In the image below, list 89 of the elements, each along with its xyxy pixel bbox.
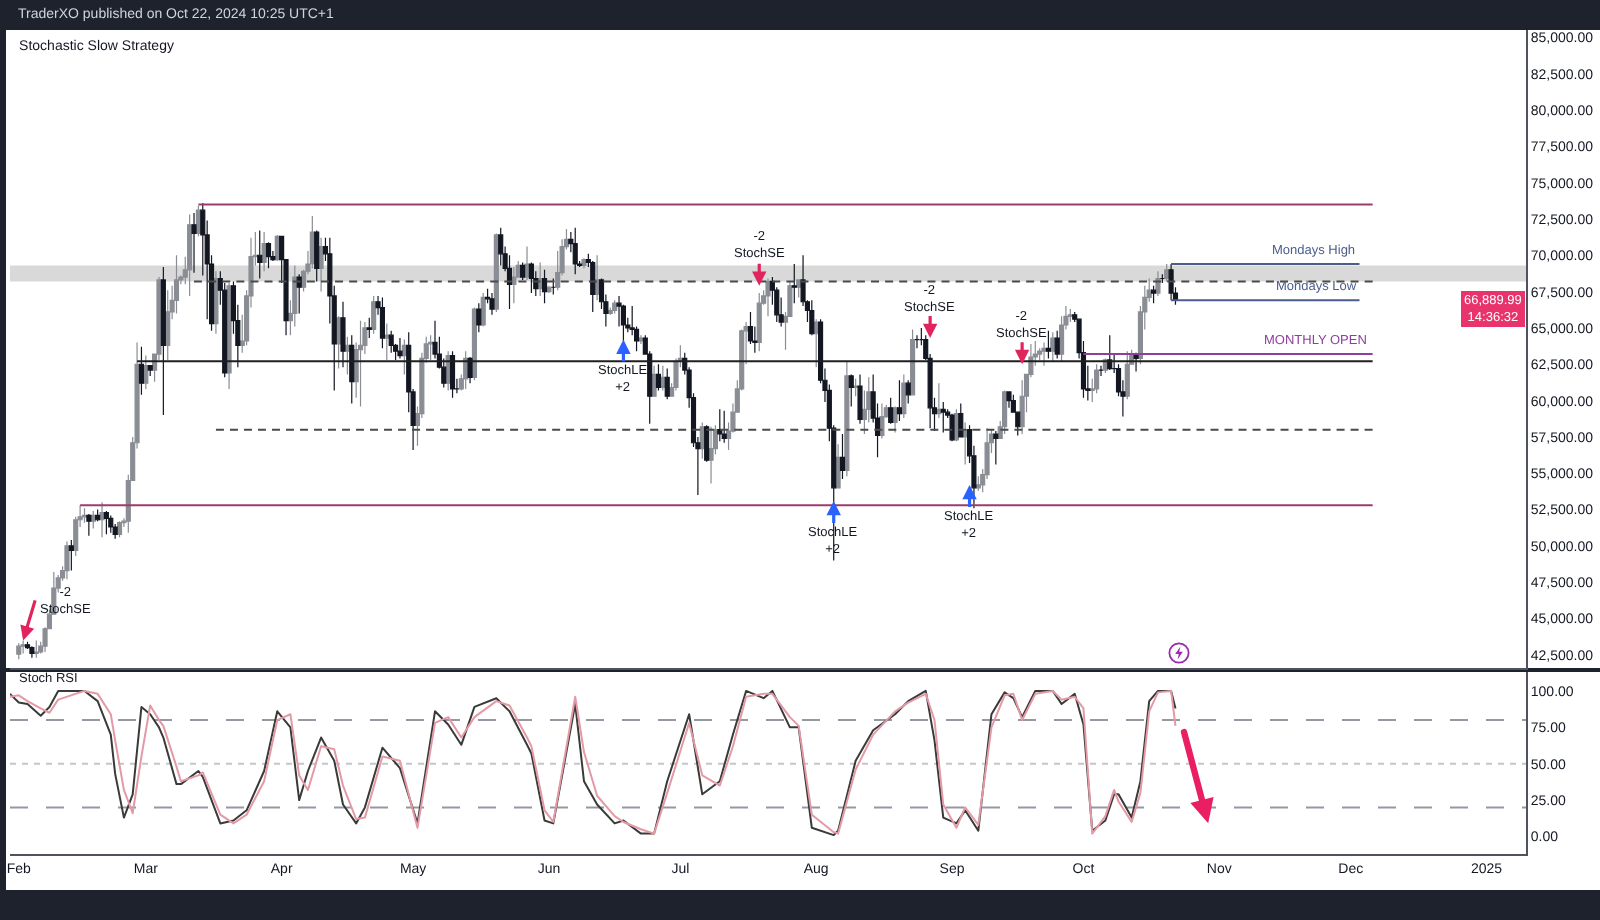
candlestick xyxy=(844,360,850,477)
candlestick xyxy=(550,277,556,296)
candlestick xyxy=(226,282,232,390)
candlestick xyxy=(1019,379,1025,435)
candlestick xyxy=(112,523,118,540)
candlestick xyxy=(99,501,105,538)
candlestick xyxy=(511,266,517,304)
candlestick xyxy=(546,285,552,293)
candlestick xyxy=(813,318,819,368)
candlestick xyxy=(480,292,486,328)
candlestick xyxy=(371,295,377,335)
candlestick xyxy=(896,379,903,422)
candlestick xyxy=(20,639,26,655)
candlestick xyxy=(520,261,526,281)
candlestick xyxy=(95,508,101,522)
candlestick xyxy=(16,642,22,660)
candlestick xyxy=(366,317,372,339)
candlestick xyxy=(489,292,495,316)
candlestick xyxy=(476,302,482,333)
candlestick xyxy=(506,254,513,310)
candlestick xyxy=(90,510,96,530)
candlestick xyxy=(756,292,762,352)
candlestick xyxy=(651,365,657,397)
candlestick xyxy=(191,212,197,274)
candlestick xyxy=(1098,365,1104,377)
candlestick xyxy=(892,405,898,434)
candlestick xyxy=(765,277,771,317)
candlestick xyxy=(388,330,394,354)
candlestick xyxy=(717,408,723,442)
candlestick xyxy=(33,639,39,659)
candlestick xyxy=(173,254,180,314)
candlestick xyxy=(839,433,846,480)
candlestick xyxy=(541,269,548,304)
candlestick xyxy=(962,421,968,466)
candlestick xyxy=(265,241,272,269)
candlestick xyxy=(257,229,263,280)
candlestick xyxy=(905,379,911,405)
candlestick xyxy=(81,507,88,524)
candlestick xyxy=(1002,389,1008,435)
candlestick xyxy=(572,227,578,275)
candlestick xyxy=(292,264,298,328)
candlestick xyxy=(1037,347,1043,361)
candlestick xyxy=(318,237,324,293)
candlestick xyxy=(314,229,320,283)
candlestick xyxy=(888,397,894,425)
candlestick xyxy=(1094,363,1100,394)
candlestick xyxy=(29,647,35,659)
candlestick xyxy=(581,257,587,269)
candlestick xyxy=(1067,308,1073,323)
candlestick xyxy=(910,328,916,396)
candlestick xyxy=(296,273,302,314)
candlestick xyxy=(68,539,74,572)
candlestick xyxy=(1124,350,1130,400)
candlestick xyxy=(103,511,109,535)
candlestick xyxy=(857,373,863,425)
candlestick xyxy=(379,296,385,349)
candlestick xyxy=(524,245,530,281)
candlestick xyxy=(747,311,754,345)
candlestick xyxy=(428,334,434,361)
candlestick xyxy=(664,368,670,400)
candlestick xyxy=(936,382,942,419)
candlestick xyxy=(213,270,219,335)
candlestick xyxy=(835,443,841,489)
candlestick xyxy=(594,254,600,301)
candlestick xyxy=(914,334,920,349)
candlestick xyxy=(1050,331,1056,362)
candlestick xyxy=(1151,285,1157,304)
candlestick xyxy=(1168,263,1174,301)
candlestick xyxy=(261,231,267,272)
candlestick xyxy=(1041,341,1047,367)
candlestick xyxy=(721,410,727,444)
candlestick xyxy=(86,514,92,537)
candlestick xyxy=(853,378,859,397)
candlestick xyxy=(384,322,390,361)
candlestick xyxy=(108,514,114,534)
candlestick xyxy=(879,402,885,439)
candlestick xyxy=(187,213,193,297)
candlestick xyxy=(901,373,907,419)
candlestick xyxy=(528,261,534,294)
candlestick xyxy=(809,299,815,336)
candlestick xyxy=(638,334,644,345)
candlestick xyxy=(1006,391,1012,409)
candlestick xyxy=(64,540,70,580)
candlestick xyxy=(940,401,946,434)
candlestick xyxy=(708,426,714,485)
candlestick xyxy=(1159,273,1165,284)
candlestick xyxy=(590,260,596,313)
candlestick xyxy=(357,320,364,407)
candlestick xyxy=(498,227,504,267)
